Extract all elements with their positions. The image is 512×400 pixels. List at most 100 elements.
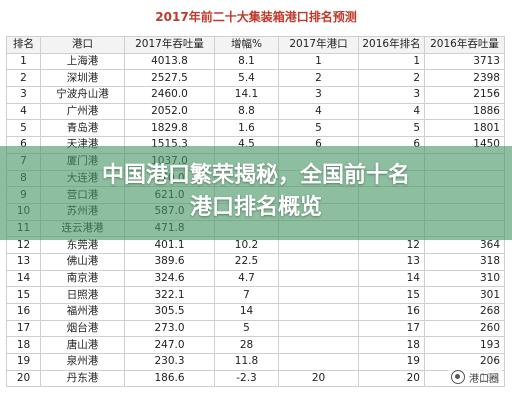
table-row: 13 佛山港 389.6 22.5 13 318 bbox=[6, 252, 505, 271]
cell-port-2017: 2 bbox=[278, 69, 359, 88]
cell-rank-2016: 4 bbox=[358, 102, 425, 121]
cell-throughput-2016: 193 bbox=[424, 336, 505, 355]
cell-growth: 1.6 bbox=[214, 119, 279, 138]
cell-throughput-2017: 401.1 bbox=[124, 236, 215, 254]
cell-rank-2016: 14 bbox=[358, 269, 425, 288]
cell-throughput-2017: 1829.8 bbox=[124, 119, 215, 138]
table-row: 12 东莞港 401.1 10.2 12 364 bbox=[6, 236, 505, 254]
cell-port: 烟台港 bbox=[40, 319, 125, 338]
cell-growth: 11.8 bbox=[214, 353, 279, 371]
cell-growth: 5.4 bbox=[214, 69, 279, 88]
cell-port: 广州港 bbox=[40, 102, 125, 121]
cell-throughput-2017: 322.1 bbox=[124, 286, 215, 304]
table-header-row: 排名 港口 2017年吞吐量 增幅% 2017年港口 2016年排名 2016年… bbox=[6, 36, 505, 54]
cell-rank-2016: 2 bbox=[358, 69, 425, 88]
watermark: 港口圈 bbox=[448, 368, 502, 386]
wechat-badge-icon bbox=[451, 370, 465, 384]
cell-throughput-2016: 2398 bbox=[424, 69, 505, 88]
header-port: 港口 bbox=[40, 36, 125, 54]
cell-rank-2016: 3 bbox=[358, 86, 425, 104]
cell-throughput-2016: 260 bbox=[424, 319, 505, 338]
table-row: 3 宁波舟山港 2460.0 14.1 3 3 2156 bbox=[6, 86, 505, 104]
cell-growth: 5 bbox=[214, 319, 279, 338]
table-row: 15 日照港 322.1 7 15 301 bbox=[6, 286, 505, 304]
cell-rank: 3 bbox=[6, 86, 41, 104]
cell-throughput-2017: 247.0 bbox=[124, 336, 215, 355]
cell-rank-2016: 20 bbox=[358, 369, 425, 388]
cell-throughput-2017: 2052.0 bbox=[124, 102, 215, 121]
cell-rank-2016: 15 bbox=[358, 286, 425, 304]
cell-throughput-2016: 310 bbox=[424, 269, 505, 288]
cell-throughput-2017: 186.6 bbox=[124, 369, 215, 388]
cell-port: 丹东港 bbox=[40, 369, 125, 388]
header-port-2017: 2017年港口 bbox=[278, 36, 359, 54]
cell-throughput-2016: 2156 bbox=[424, 86, 505, 104]
cell-port: 青岛港 bbox=[40, 119, 125, 138]
cell-growth: 8.1 bbox=[214, 52, 279, 71]
cell-throughput-2017: 273.0 bbox=[124, 319, 215, 338]
cell-rank: 20 bbox=[6, 369, 41, 388]
cell-port-2017 bbox=[278, 319, 359, 338]
cell-port: 福州港 bbox=[40, 303, 125, 321]
overlay-band bbox=[0, 146, 512, 240]
cell-rank: 16 bbox=[6, 303, 41, 321]
cell-rank-2016: 17 bbox=[358, 319, 425, 338]
cell-rank-2016: 1 bbox=[358, 52, 425, 71]
cell-port-2017: 1 bbox=[278, 52, 359, 71]
header-throughput-2017: 2017年吞吐量 bbox=[124, 36, 215, 54]
table-row: 17 烟台港 273.0 5 17 260 bbox=[6, 319, 505, 338]
cell-rank: 2 bbox=[6, 69, 41, 88]
cell-throughput-2016: 301 bbox=[424, 286, 505, 304]
document-title: 2017年前二十大集装箱港口排名预测 bbox=[155, 10, 357, 24]
cell-port-2017 bbox=[278, 336, 359, 355]
cell-throughput-2017: 305.5 bbox=[124, 303, 215, 321]
table-row: 18 唐山港 247.0 28 18 193 bbox=[6, 336, 505, 355]
table-row: 4 广州港 2052.0 8.8 4 4 1886 bbox=[6, 102, 505, 121]
cell-growth: 22.5 bbox=[214, 252, 279, 271]
header-growth: 增幅% bbox=[214, 36, 279, 54]
cell-throughput-2017: 389.6 bbox=[124, 252, 215, 271]
cell-rank: 5 bbox=[6, 119, 41, 138]
header-rank-2016: 2016年排名 bbox=[358, 36, 425, 54]
cell-throughput-2016: 268 bbox=[424, 303, 505, 321]
cell-rank-2016: 13 bbox=[358, 252, 425, 271]
cell-throughput-2016: 318 bbox=[424, 252, 505, 271]
cell-growth: -2.3 bbox=[214, 369, 279, 388]
cell-growth: 7 bbox=[214, 286, 279, 304]
cell-port: 唐山港 bbox=[40, 336, 125, 355]
table-row: 16 福州港 305.5 14 16 268 bbox=[6, 303, 505, 321]
cell-port: 日照港 bbox=[40, 286, 125, 304]
cell-port-2017: 4 bbox=[278, 102, 359, 121]
cell-port-2017 bbox=[278, 286, 359, 304]
cell-throughput-2016: 3713 bbox=[424, 52, 505, 71]
cell-growth: 4.7 bbox=[214, 269, 279, 288]
cell-port: 深圳港 bbox=[40, 69, 125, 88]
cell-port-2017: 20 bbox=[278, 369, 359, 388]
cell-throughput-2016: 1801 bbox=[424, 119, 505, 138]
overlay-line-2: 港口排名概览 bbox=[189, 195, 322, 220]
cell-throughput-2017: 230.3 bbox=[124, 353, 215, 371]
cell-rank: 13 bbox=[6, 252, 41, 271]
cell-throughput-2017: 4013.8 bbox=[124, 52, 215, 71]
cell-rank-2016: 5 bbox=[358, 119, 425, 138]
cell-port-2017: 3 bbox=[278, 86, 359, 104]
table-row: 19 泉州港 230.3 11.8 19 206 bbox=[6, 353, 505, 371]
cell-throughput-2016: 1886 bbox=[424, 102, 505, 121]
table-row: 5 青岛港 1829.8 1.6 5 5 1801 bbox=[6, 119, 505, 138]
cell-port-2017 bbox=[278, 303, 359, 321]
cell-rank: 19 bbox=[6, 353, 41, 371]
cell-rank: 18 bbox=[6, 336, 41, 355]
cell-port-2017 bbox=[278, 252, 359, 271]
table-row: 2 深圳港 2527.5 5.4 2 2 2398 bbox=[6, 69, 505, 88]
cell-rank: 17 bbox=[6, 319, 41, 338]
overlay-line-1: 中国港口繁荣揭秘，全国前十名 bbox=[101, 163, 410, 188]
cell-throughput-2017: 2460.0 bbox=[124, 86, 215, 104]
cell-rank: 15 bbox=[6, 286, 41, 304]
cell-port-2017 bbox=[278, 269, 359, 288]
cell-growth: 14.1 bbox=[214, 86, 279, 104]
cell-throughput-2017: 324.6 bbox=[124, 269, 215, 288]
cell-rank-2016: 19 bbox=[358, 353, 425, 371]
cell-rank: 4 bbox=[6, 102, 41, 121]
cell-growth: 8.8 bbox=[214, 102, 279, 121]
cell-rank: 1 bbox=[6, 52, 41, 71]
